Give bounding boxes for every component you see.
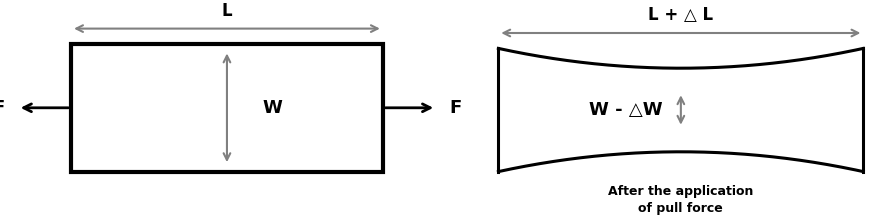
- Text: L: L: [222, 2, 232, 20]
- Text: F: F: [0, 99, 4, 117]
- Text: F: F: [449, 99, 462, 117]
- Text: After the application: After the application: [608, 185, 754, 198]
- Bar: [71, 44, 383, 172]
- Text: W - △W: W - △W: [589, 101, 663, 119]
- Text: L + △ L: L + △ L: [648, 6, 714, 24]
- Text: W: W: [263, 99, 282, 117]
- Text: of pull force: of pull force: [638, 202, 724, 215]
